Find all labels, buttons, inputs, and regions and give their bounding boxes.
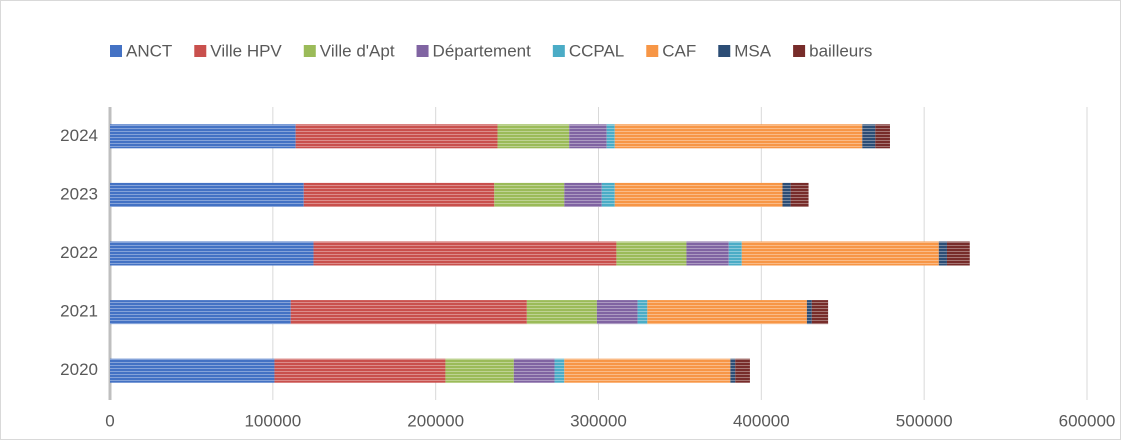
bar-texture: [730, 358, 736, 383]
bar-texture: [686, 241, 729, 266]
bar-texture: [647, 300, 807, 325]
bar-texture: [741, 241, 939, 266]
legend-label: bailleurs: [809, 41, 872, 60]
legend-label: Département: [433, 41, 532, 60]
bar-texture: [790, 182, 809, 207]
legend-swatch: [194, 45, 207, 57]
bar-texture: [295, 124, 498, 149]
bar-texture: [290, 300, 527, 325]
x-tick-label: 300000: [570, 411, 627, 430]
bar-texture: [513, 358, 555, 383]
bar-texture: [569, 124, 607, 149]
bar-texture: [601, 182, 615, 207]
bar-texture: [497, 124, 570, 149]
x-tick-label: 0: [105, 411, 114, 430]
legend-swatch: [110, 45, 122, 57]
bar-texture: [445, 358, 514, 383]
legend-label: CAF: [662, 41, 696, 60]
bar-texture: [110, 300, 291, 325]
bar-texture: [274, 358, 446, 383]
bar-texture: [526, 300, 597, 325]
bar-texture: [110, 182, 304, 207]
x-tick-label: 500000: [896, 411, 953, 430]
bar-texture: [806, 300, 812, 325]
x-tick-label: 100000: [244, 411, 301, 430]
bar-texture: [946, 241, 970, 266]
bar-texture: [728, 241, 742, 266]
bar-texture: [735, 358, 750, 383]
bar-texture: [811, 300, 829, 325]
y-tick-label: 2020: [60, 360, 98, 379]
bar-texture: [637, 300, 648, 325]
bar-texture: [110, 124, 296, 149]
bar-texture: [303, 182, 495, 207]
bar-texture: [782, 182, 791, 207]
bar-texture: [564, 358, 731, 383]
x-tick-label: 600000: [1059, 411, 1116, 430]
bar-texture: [313, 241, 617, 266]
legend-label: ANCT: [126, 41, 172, 60]
bar-texture: [616, 241, 687, 266]
bar-texture: [110, 241, 314, 266]
x-tick-label: 400000: [733, 411, 790, 430]
legend-swatch: [718, 45, 731, 57]
bar-texture: [606, 124, 615, 149]
bar-texture: [875, 124, 890, 149]
bar-texture: [110, 358, 275, 383]
legend-swatch: [416, 45, 429, 57]
bar-texture: [554, 358, 565, 383]
bar-texture: [614, 182, 783, 207]
legend-swatch: [793, 45, 806, 57]
bar-texture: [614, 124, 863, 149]
bar-texture: [564, 182, 602, 207]
bar-texture: [862, 124, 876, 149]
bar-texture: [494, 182, 565, 207]
y-tick-label: 2024: [60, 126, 98, 145]
legend-swatch: [646, 45, 659, 57]
legend-swatch: [552, 45, 565, 57]
legend-swatch: [303, 45, 316, 57]
bar-texture: [596, 300, 638, 325]
y-tick-label: 2023: [60, 184, 98, 203]
legend-label: MSA: [734, 41, 772, 60]
y-tick-label: 2022: [60, 243, 98, 262]
x-tick-label: 200000: [407, 411, 464, 430]
legend-label: CCPAL: [569, 41, 624, 60]
legend-label: Ville d'Apt: [320, 41, 395, 60]
bar-texture: [938, 241, 947, 266]
y-tick-label: 2021: [60, 302, 98, 321]
legend-label: Ville HPV: [210, 41, 282, 60]
